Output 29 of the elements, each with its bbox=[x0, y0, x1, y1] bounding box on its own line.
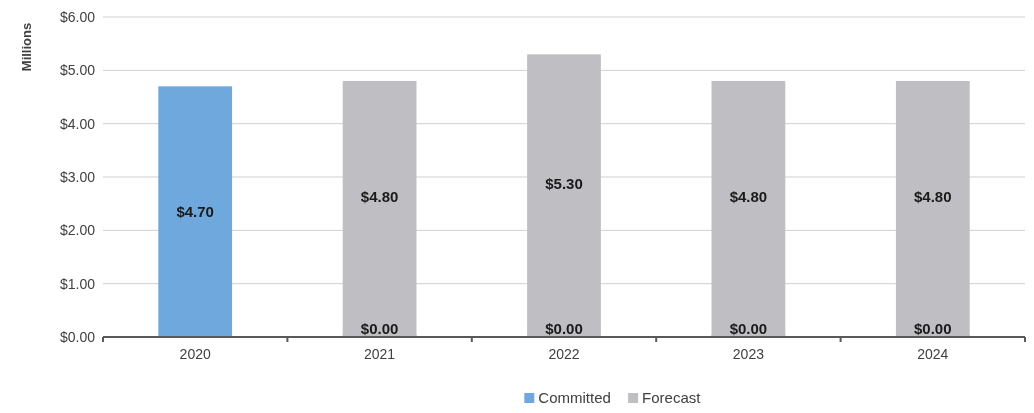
data-label: $4.80 bbox=[729, 188, 768, 206]
data-label: $4.80 bbox=[360, 188, 399, 206]
bar bbox=[895, 81, 970, 337]
x-tick-label: 2023 bbox=[732, 346, 765, 362]
bar bbox=[158, 86, 233, 337]
data-label: $0.00 bbox=[729, 320, 768, 337]
y-tick-label: $0.00 bbox=[59, 328, 96, 345]
legend-label: Committed bbox=[538, 389, 611, 406]
y-tick-label: $2.00 bbox=[59, 222, 96, 239]
bar bbox=[711, 81, 786, 337]
legend-label: Forecast bbox=[642, 389, 702, 406]
x-tick-label: 2024 bbox=[917, 346, 949, 362]
data-label: $0.00 bbox=[360, 320, 399, 337]
data-label: $0.00 bbox=[914, 320, 952, 337]
data-label: $4.70 bbox=[176, 202, 214, 220]
y-tick-label: $3.00 bbox=[59, 168, 96, 185]
x-tick-label: 2020 bbox=[179, 346, 211, 362]
x-tick-label: 2022 bbox=[548, 346, 580, 362]
x-tick-label: 2021 bbox=[364, 346, 396, 362]
y-tick-label: $5.00 bbox=[59, 62, 96, 79]
y-tick-label: $6.00 bbox=[59, 8, 96, 25]
data-label: $0.00 bbox=[545, 320, 583, 337]
y-tick-label: $1.00 bbox=[59, 275, 96, 292]
bar bbox=[527, 54, 601, 337]
data-label: $4.80 bbox=[914, 188, 952, 206]
data-label: $5.30 bbox=[545, 174, 583, 192]
bar bbox=[342, 81, 417, 337]
y-axis-title: Millions bbox=[19, 22, 34, 72]
y-tick-label: $4.00 bbox=[59, 115, 96, 132]
